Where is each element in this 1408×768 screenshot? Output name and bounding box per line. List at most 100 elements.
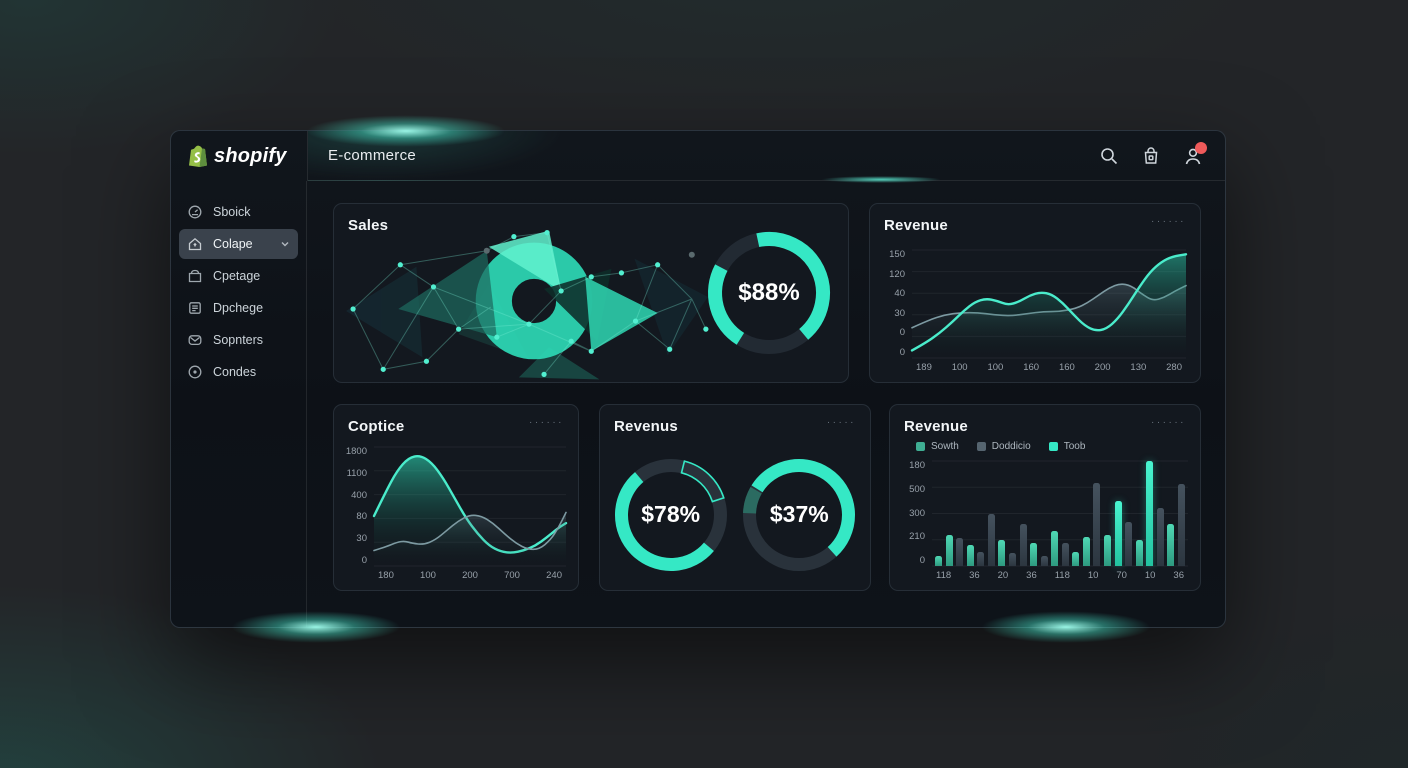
gridlines <box>932 460 1188 567</box>
bar <box>977 552 985 566</box>
legend-swatch <box>976 442 986 451</box>
bar <box>1177 484 1185 566</box>
dashboard-window: shopify E-commerce <box>170 115 1226 643</box>
mail-icon <box>188 335 202 346</box>
notification-dot <box>1195 141 1207 154</box>
bar <box>1051 531 1059 566</box>
cart-icon[interactable] <box>1141 146 1161 166</box>
card-title: Revenus <box>614 418 678 435</box>
legend-swatch <box>1048 442 1058 451</box>
glow-flare-bottom-right <box>981 611 1151 643</box>
coptice-area-chart: 1800 1100 400 80 30 0 180 100 200 700 240 <box>342 446 568 582</box>
sidebar-item-sopnters[interactable]: Sopnters <box>179 325 298 355</box>
sidebar-item-sboick[interactable]: Sboick <box>179 197 298 227</box>
sidebar-item-label: Sboick <box>213 205 251 219</box>
card-revenus: Revenus ····· $78% $37% <box>599 404 871 591</box>
bar <box>1082 536 1090 566</box>
bar <box>1040 555 1048 566</box>
x-axis-labels: 189 100 100 160 160 200 130 280 <box>916 362 1182 373</box>
card-coptice: Coptice ······ 1800 1100 400 80 30 0 180 100 20… <box>333 404 579 591</box>
bar-chart-legend: Sowth Doddicio Toob <box>916 441 1085 452</box>
header: E-commerce <box>307 131 1225 181</box>
brand-name: shopify <box>214 144 287 167</box>
sidebar-item-label: Dpchege <box>213 301 264 315</box>
bar <box>1008 553 1016 566</box>
home-icon <box>188 237 202 251</box>
y-axis-labels: 1800 1100 400 80 30 0 <box>345 446 367 566</box>
sales-donut-chart: $88% <box>706 230 832 356</box>
plot-area <box>910 249 1188 359</box>
bar <box>1019 524 1027 566</box>
bar <box>1167 524 1175 566</box>
sidebar-item-dpchege[interactable]: Dpchege <box>179 293 298 323</box>
revenue-area-chart: 150 120 40 30 0 0 189 100 100 160 160 200 130 280 <box>880 249 1188 374</box>
sidebar-item-cpetage[interactable]: Cpetage <box>179 261 298 291</box>
legend-label: Toob <box>1063 441 1086 452</box>
sidebar-item-condes[interactable]: Condes <box>179 357 298 387</box>
legend-item: Sowth <box>916 441 959 452</box>
bar <box>935 555 942 566</box>
target-icon <box>188 365 202 379</box>
y-axis-labels: 150 120 40 30 0 0 <box>889 249 905 358</box>
user-icon[interactable] <box>1183 141 1207 166</box>
card-menu-dots[interactable]: ······ <box>1151 417 1186 428</box>
bar <box>987 513 995 566</box>
legend-item: Doddicio <box>976 441 1031 452</box>
bar <box>1146 461 1154 566</box>
card-sales: Sales <box>333 203 849 383</box>
plot-area <box>932 460 1188 567</box>
bar <box>1114 500 1122 566</box>
bar <box>1135 539 1143 566</box>
sidebar-item-label: Condes <box>213 365 257 379</box>
plot-area <box>372 446 568 567</box>
brand-logo[interactable]: shopify <box>171 131 307 181</box>
gauge-icon <box>188 205 202 219</box>
legend-item: Toob <box>1048 441 1086 452</box>
sidebar: Sboick Colape Cpetage Dpchege <box>171 181 307 627</box>
x-axis-labels: 118 36 20 36 118 10 70 10 36 <box>936 570 1184 581</box>
donut-value: $78% <box>641 501 701 527</box>
revenus-donut-right: $37% <box>741 457 857 573</box>
note-icon <box>189 302 201 314</box>
x-axis-labels: 180 100 200 700 240 <box>378 570 562 581</box>
bar <box>966 545 974 566</box>
sidebar-item-label: Colape <box>213 237 253 251</box>
bar <box>998 539 1006 566</box>
shopify-bag-icon <box>189 145 207 167</box>
sidebar-item-label: Sopnters <box>213 333 264 347</box>
legend-swatch <box>916 442 925 451</box>
revenue-bar-chart: 180 500 300 210 0 118 36 20 36 118 10 70 10 36 <box>900 460 1188 582</box>
bar <box>1104 534 1111 566</box>
card-title: Sales <box>348 217 389 234</box>
bar <box>956 537 964 566</box>
card-revenue-top: Revenue ······ 150 120 40 30 0 0 189 100 100 160… <box>869 203 1201 383</box>
card-title: Coptice <box>348 418 405 435</box>
bar <box>1072 552 1080 566</box>
box-icon <box>188 269 202 283</box>
bars <box>932 461 1188 566</box>
sales-network-graphic <box>346 230 709 380</box>
revenus-donut-left: $78% <box>613 457 729 573</box>
bar <box>1030 542 1038 566</box>
card-title: Revenue <box>904 418 968 435</box>
bar <box>1125 521 1133 566</box>
card-title: Revenue <box>884 217 948 234</box>
sidebar-item-label: Cpetage <box>213 269 261 283</box>
card-revenue-bars: Revenue ······ Sowth Doddicio Toob 180 50… <box>889 404 1201 591</box>
card-menu-dots[interactable]: ······ <box>1151 216 1186 227</box>
legend-label: Sowth <box>931 441 959 452</box>
sidebar-item-colape[interactable]: Colape <box>179 229 298 259</box>
bar <box>1061 542 1069 566</box>
bar <box>945 534 953 566</box>
card-menu-dots[interactable]: ····· <box>826 417 856 428</box>
chevron-down-icon <box>281 242 289 247</box>
top-bar: shopify E-commerce <box>171 131 1225 181</box>
bar <box>1093 483 1101 566</box>
search-icon[interactable] <box>1099 146 1119 166</box>
bar <box>1156 508 1164 566</box>
sales-donut-value: $88% <box>738 279 800 306</box>
page-title: E-commerce <box>328 147 417 164</box>
legend-label: Doddicio <box>991 441 1031 452</box>
donut-value: $37% <box>769 501 829 527</box>
card-menu-dots[interactable]: ······ <box>529 417 564 428</box>
